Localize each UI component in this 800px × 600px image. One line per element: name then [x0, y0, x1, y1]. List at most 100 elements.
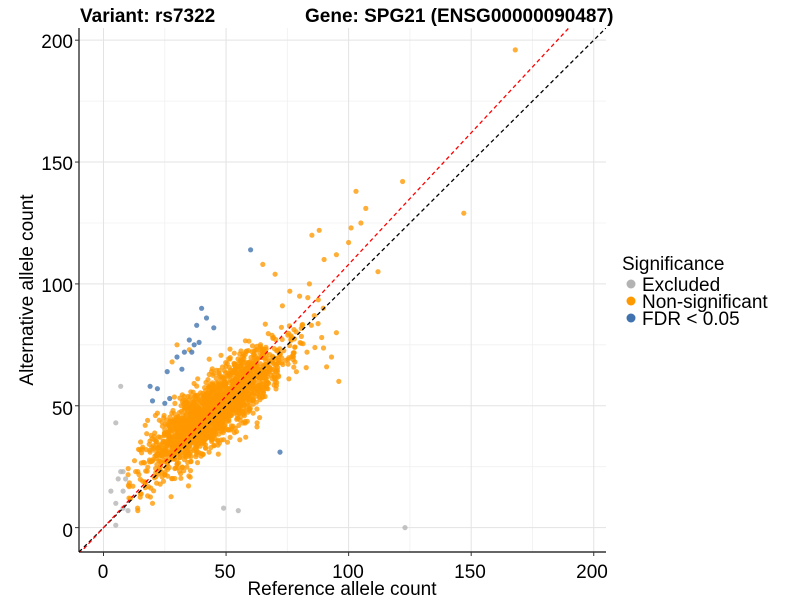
- point-non-significant: [203, 429, 209, 435]
- point-non-significant: [228, 423, 234, 429]
- point-non-significant: [231, 360, 237, 366]
- point-non-significant: [176, 468, 183, 474]
- point-non-significant: [174, 342, 180, 348]
- point-non-significant: [308, 322, 314, 328]
- point-non-significant: [230, 382, 236, 388]
- point-non-significant: [194, 460, 201, 466]
- y-axis-ticks: 0 50 100 150 200: [41, 32, 73, 542]
- point-non-significant: [227, 356, 233, 362]
- point-non-significant: [230, 410, 237, 416]
- point-non-significant: [246, 338, 252, 344]
- point-non-significant: [191, 423, 197, 429]
- point-non-significant: [263, 346, 269, 352]
- point-non-significant: [173, 414, 180, 420]
- point-non-significant: [161, 442, 167, 448]
- point-excluded: [221, 505, 227, 511]
- point-fdr: [181, 349, 187, 355]
- point-non-significant: [244, 418, 250, 424]
- point-non-significant: [254, 406, 260, 412]
- point-non-significant: [280, 361, 286, 368]
- point-non-significant: [240, 409, 246, 415]
- point-non-significant: [181, 450, 188, 456]
- point-non-significant: [150, 456, 156, 463]
- point-non-significant: [186, 415, 192, 421]
- point-non-significant: [192, 408, 198, 414]
- chart-title-gene: Gene: SPG21 (ENSG00000090487): [305, 6, 613, 27]
- point-non-significant: [227, 434, 233, 440]
- point-non-significant: [285, 361, 291, 367]
- plot-panel: [78, 28, 606, 553]
- x-tick-label: 50: [214, 562, 235, 583]
- point-non-significant: [125, 472, 131, 478]
- point-non-significant: [265, 386, 271, 392]
- point-non-significant: [297, 293, 303, 299]
- point-non-significant: [299, 322, 305, 328]
- point-non-significant: [292, 344, 298, 350]
- point-non-significant: [189, 404, 195, 410]
- point-non-significant: [237, 437, 243, 443]
- point-non-significant: [224, 439, 231, 445]
- point-non-significant: [233, 370, 239, 376]
- point-fdr: [189, 349, 195, 355]
- point-non-significant: [218, 412, 224, 418]
- point-non-significant: [179, 392, 185, 398]
- point-non-significant: [188, 428, 194, 434]
- point-fdr: [174, 354, 180, 360]
- point-fdr: [164, 369, 170, 375]
- point-non-significant: [218, 418, 225, 424]
- point-non-significant: [219, 424, 225, 430]
- point-non-significant: [208, 368, 215, 375]
- point-excluded: [120, 488, 126, 494]
- point-fdr: [179, 366, 185, 372]
- point-non-significant: [208, 427, 215, 433]
- point-non-significant: [210, 389, 216, 395]
- point-excluded: [123, 476, 129, 482]
- data-points: [108, 47, 518, 531]
- point-non-significant: [143, 468, 149, 474]
- point-non-significant: [269, 332, 275, 338]
- point-non-significant: [254, 420, 260, 426]
- point-non-significant: [231, 350, 237, 356]
- point-non-significant: [291, 364, 297, 370]
- point-non-significant: [290, 357, 296, 363]
- point-excluded: [113, 500, 119, 506]
- point-non-significant: [153, 441, 159, 447]
- point-non-significant: [254, 356, 260, 363]
- point-non-significant: [303, 365, 309, 371]
- point-non-significant: [245, 379, 252, 385]
- point-excluded: [125, 508, 131, 514]
- point-non-significant: [195, 376, 201, 382]
- point-non-significant: [328, 354, 335, 360]
- point-non-significant: [169, 476, 175, 482]
- point-non-significant: [170, 440, 177, 446]
- point-non-significant: [315, 321, 321, 327]
- point-non-significant: [305, 295, 311, 301]
- grid-lines: [79, 28, 606, 552]
- point-non-significant: [353, 188, 359, 194]
- point-non-significant: [187, 436, 193, 442]
- point-non-significant: [348, 225, 354, 231]
- point-fdr: [167, 395, 173, 402]
- y-tick-label: 200: [41, 32, 73, 53]
- point-non-significant: [256, 374, 263, 381]
- point-non-significant: [138, 439, 144, 445]
- point-non-significant: [200, 451, 206, 457]
- point-non-significant: [260, 378, 266, 384]
- point-non-significant: [172, 400, 178, 406]
- point-non-significant: [279, 336, 285, 343]
- point-non-significant: [171, 429, 177, 435]
- point-excluded: [115, 476, 121, 482]
- point-non-significant: [170, 407, 176, 414]
- point-non-significant: [261, 368, 267, 374]
- point-non-significant: [167, 414, 173, 420]
- point-fdr: [277, 449, 283, 455]
- point-non-significant: [235, 356, 241, 362]
- point-non-significant: [154, 410, 160, 416]
- point-non-significant: [145, 464, 151, 470]
- point-non-significant: [244, 348, 250, 354]
- point-non-significant: [333, 330, 339, 336]
- reference-lines-overlay: [79, 28, 606, 552]
- point-non-significant: [191, 436, 197, 442]
- point-non-significant: [168, 419, 174, 425]
